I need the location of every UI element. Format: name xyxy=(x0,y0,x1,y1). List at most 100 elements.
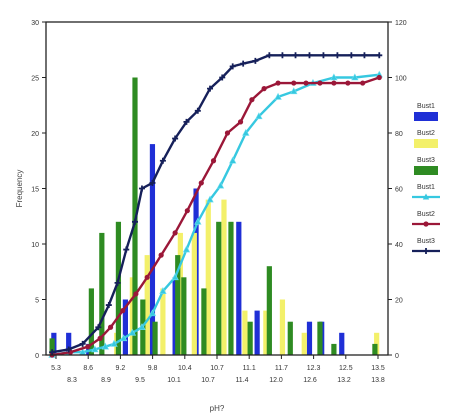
data-point xyxy=(331,80,337,86)
data-point xyxy=(120,308,126,314)
x-tick-label: 10.7 xyxy=(210,365,224,372)
data-point xyxy=(219,74,226,81)
data-point xyxy=(255,112,263,120)
data-point xyxy=(376,74,382,81)
legend-marker xyxy=(423,248,429,254)
data-point xyxy=(107,324,114,330)
x-tick-label: 12.0 xyxy=(269,377,283,384)
x-tick-label: 11.7 xyxy=(275,365,288,372)
data-point xyxy=(252,57,259,64)
bar xyxy=(266,266,272,355)
data-point xyxy=(242,128,250,136)
data-point xyxy=(224,130,231,136)
data-point xyxy=(275,80,281,86)
x-tick-label: 11.1 xyxy=(243,365,256,372)
legend-marker xyxy=(423,221,429,227)
y2-tick-label: 80 xyxy=(395,131,403,138)
bar xyxy=(129,277,135,355)
data-point xyxy=(148,309,157,317)
y2-tick-label: 0 xyxy=(395,353,399,360)
x-tick-label: 9.2 xyxy=(116,365,126,372)
bar xyxy=(88,288,94,355)
data-point xyxy=(210,158,217,164)
data-point xyxy=(229,156,237,164)
x-tick-label: 12.3 xyxy=(307,365,321,372)
data-point xyxy=(138,323,146,331)
legend-label: Bust2 xyxy=(417,130,435,137)
bar xyxy=(99,232,105,355)
bar xyxy=(247,321,253,355)
data-point xyxy=(85,344,91,350)
data-point xyxy=(334,52,341,59)
data-point xyxy=(91,345,99,353)
data-point xyxy=(172,230,178,236)
data-point xyxy=(240,60,247,67)
data-point xyxy=(128,328,137,336)
data-point xyxy=(351,73,359,81)
data-point xyxy=(303,80,309,86)
data-point xyxy=(266,52,273,59)
data-point xyxy=(194,107,201,114)
bar xyxy=(201,288,207,355)
bar xyxy=(152,321,158,355)
y-tick-label: 0 xyxy=(35,353,39,360)
bar xyxy=(254,310,260,355)
data-point xyxy=(95,324,102,331)
data-point xyxy=(237,119,244,125)
x-tick-label: 11.4 xyxy=(235,377,248,384)
data-point xyxy=(182,245,191,253)
bar xyxy=(228,221,234,355)
series-line xyxy=(51,54,380,354)
bar xyxy=(177,232,183,355)
y2-tick-label: 100 xyxy=(395,76,407,83)
data-point xyxy=(183,118,190,125)
data-point xyxy=(290,87,298,95)
legend-label: Bust1 xyxy=(417,103,435,110)
y-axis-label: Frequency xyxy=(15,170,24,208)
bar xyxy=(317,321,323,355)
data-point xyxy=(291,80,297,86)
data-point xyxy=(206,195,214,203)
bar xyxy=(287,321,293,355)
y-tick-label: 30 xyxy=(31,20,39,27)
data-point xyxy=(133,291,139,297)
data-point xyxy=(138,185,145,192)
bar xyxy=(175,255,181,355)
data-point xyxy=(159,157,166,164)
legend-swatch xyxy=(414,166,438,175)
y-tick-label: 25 xyxy=(31,76,39,83)
data-point xyxy=(317,80,323,86)
x-tick-label: 13.5 xyxy=(371,365,385,372)
legend-label: Bust1 xyxy=(417,184,435,191)
legend-swatch xyxy=(414,112,438,121)
data-point xyxy=(216,181,225,189)
x-tick-label: 9.5 xyxy=(135,377,145,384)
x-tick-label: 13.2 xyxy=(337,377,351,384)
data-point xyxy=(149,179,156,186)
data-point xyxy=(229,63,236,70)
bar xyxy=(191,232,197,355)
bar xyxy=(339,332,345,355)
data-point xyxy=(123,246,130,253)
data-point xyxy=(79,340,86,347)
bar xyxy=(301,332,307,355)
data-point xyxy=(172,135,179,142)
bar xyxy=(372,343,378,355)
data-point xyxy=(261,86,267,92)
y2-tick-label: 120 xyxy=(395,20,407,27)
legend-label: Bust3 xyxy=(417,238,435,245)
data-point xyxy=(207,85,214,92)
data-point xyxy=(292,52,299,59)
x-tick-label: 9.8 xyxy=(148,365,158,372)
bar xyxy=(86,343,92,355)
y-tick-label: 5 xyxy=(35,298,39,305)
y-tick-label: 20 xyxy=(31,131,39,138)
x-tick-label: 10.4 xyxy=(178,365,192,372)
bar xyxy=(172,277,178,355)
data-point xyxy=(274,92,282,100)
data-point xyxy=(119,334,128,342)
x-tick-label: 13.8 xyxy=(371,377,385,384)
y-tick-label: 10 xyxy=(31,242,39,249)
